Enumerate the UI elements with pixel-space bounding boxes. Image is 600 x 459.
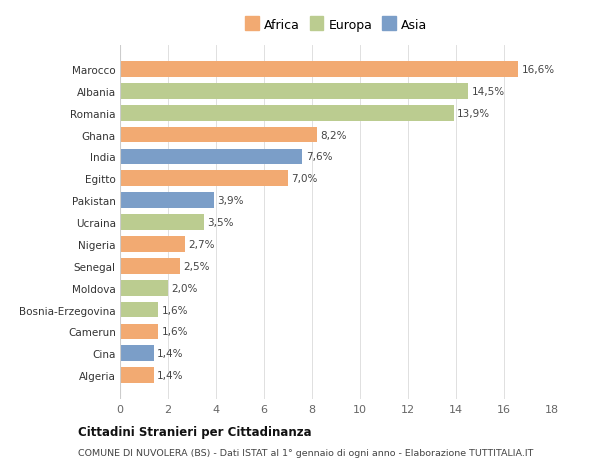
Bar xyxy=(120,84,468,100)
Text: 1,6%: 1,6% xyxy=(162,305,188,315)
Text: 13,9%: 13,9% xyxy=(457,108,490,118)
Text: 16,6%: 16,6% xyxy=(522,65,555,75)
Bar xyxy=(120,236,185,252)
Bar xyxy=(120,324,158,340)
Bar xyxy=(120,258,180,274)
Text: 14,5%: 14,5% xyxy=(472,87,505,97)
Bar xyxy=(120,128,317,143)
Text: 3,5%: 3,5% xyxy=(208,218,234,228)
Bar xyxy=(120,346,154,361)
Bar xyxy=(120,62,518,78)
Text: 7,6%: 7,6% xyxy=(306,152,332,162)
Bar xyxy=(120,302,158,318)
Text: 1,6%: 1,6% xyxy=(162,327,188,337)
Bar xyxy=(120,171,288,187)
Bar xyxy=(120,149,302,165)
Bar xyxy=(120,193,214,209)
Text: 2,0%: 2,0% xyxy=(172,283,198,293)
Bar xyxy=(120,106,454,121)
Text: COMUNE DI NUVOLERA (BS) - Dati ISTAT al 1° gennaio di ogni anno - Elaborazione T: COMUNE DI NUVOLERA (BS) - Dati ISTAT al … xyxy=(78,448,533,457)
Text: 3,9%: 3,9% xyxy=(217,196,244,206)
Text: 7,0%: 7,0% xyxy=(292,174,318,184)
Text: 1,4%: 1,4% xyxy=(157,348,184,358)
Bar xyxy=(120,215,204,230)
Bar xyxy=(120,368,154,383)
Text: 1,4%: 1,4% xyxy=(157,370,184,381)
Bar xyxy=(120,280,168,296)
Text: 2,5%: 2,5% xyxy=(184,261,210,271)
Text: 8,2%: 8,2% xyxy=(320,130,347,140)
Text: 2,7%: 2,7% xyxy=(188,240,215,249)
Legend: Africa, Europa, Asia: Africa, Europa, Asia xyxy=(242,17,430,35)
Text: Cittadini Stranieri per Cittadinanza: Cittadini Stranieri per Cittadinanza xyxy=(78,425,311,438)
